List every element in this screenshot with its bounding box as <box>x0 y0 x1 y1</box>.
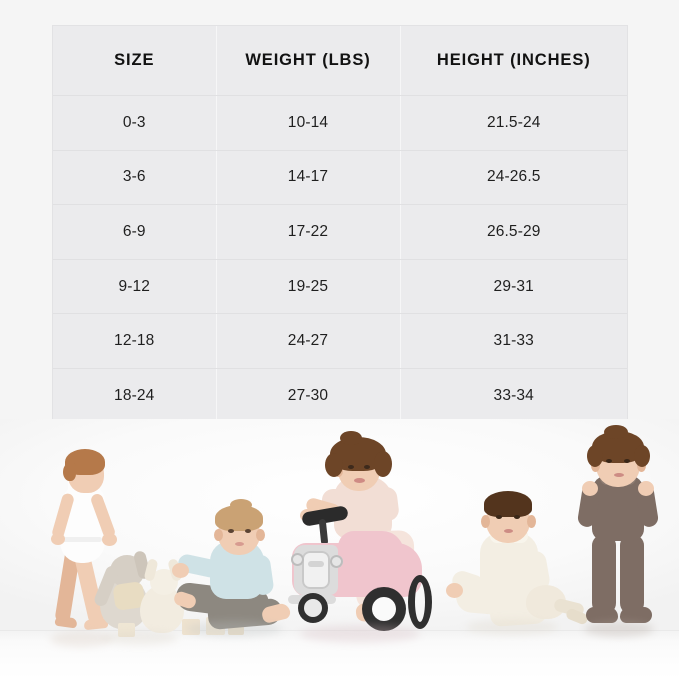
toddler-sitting-cream-romper <box>446 489 590 637</box>
cell-height: 31-33 <box>400 313 627 369</box>
cell-weight: 27-30 <box>216 368 401 423</box>
cell-weight: 10-14 <box>216 95 401 151</box>
size-chart-region: SIZE WEIGHT (LBS) HEIGHT (INCHES) 0-3 10… <box>53 26 627 423</box>
cell-size: 18-24 <box>53 368 217 423</box>
column-header-size: SIZE <box>53 26 217 96</box>
cell-height: 33-34 <box>400 368 627 423</box>
lifestyle-photo <box>0 419 679 679</box>
cell-weight: 14-17 <box>216 150 401 206</box>
cell-size: 3-6 <box>53 150 217 206</box>
column-header-height: HEIGHT (INCHES) <box>400 26 627 96</box>
toddler-standing-brown-romper <box>576 425 660 641</box>
cell-weight: 24-27 <box>216 313 401 369</box>
column-header-weight: WEIGHT (LBS) <box>216 26 401 96</box>
toddler-walking-white-tank <box>38 449 124 647</box>
toddler-on-ride-on-car <box>288 431 470 645</box>
table-row: 0-3 10-14 21.5-24 <box>53 95 627 151</box>
table-header-row: SIZE WEIGHT (LBS) HEIGHT (INCHES) <box>53 26 627 96</box>
cell-height: 21.5-24 <box>400 95 627 151</box>
cell-size: 6-9 <box>53 204 217 260</box>
cell-height: 29-31 <box>400 259 627 315</box>
table-header: SIZE WEIGHT (LBS) HEIGHT (INCHES) <box>53 26 627 96</box>
glossy-floor <box>0 631 679 679</box>
size-chart-table: SIZE WEIGHT (LBS) HEIGHT (INCHES) 0-3 10… <box>53 26 627 423</box>
table-row: 3-6 14-17 24-26.5 <box>53 150 627 206</box>
plush-bunny-toys <box>92 547 188 645</box>
table-row: 6-9 17-22 26.5-29 <box>53 204 627 260</box>
table-row: 12-18 24-27 31-33 <box>53 313 627 369</box>
cell-height: 24-26.5 <box>400 150 627 206</box>
table-row: 18-24 27-30 33-34 <box>53 368 627 423</box>
cell-weight: 19-25 <box>216 259 401 315</box>
cell-size: 12-18 <box>53 313 217 369</box>
cell-weight: 17-22 <box>216 204 401 260</box>
cell-size: 0-3 <box>53 95 217 151</box>
cell-height: 26.5-29 <box>400 204 627 260</box>
table-row: 9-12 19-25 29-31 <box>53 259 627 315</box>
cell-size: 9-12 <box>53 259 217 315</box>
table-body: 0-3 10-14 21.5-24 3-6 14-17 24-26.5 6-9 … <box>53 95 627 423</box>
toddler-sitting-blue-top <box>172 499 300 637</box>
